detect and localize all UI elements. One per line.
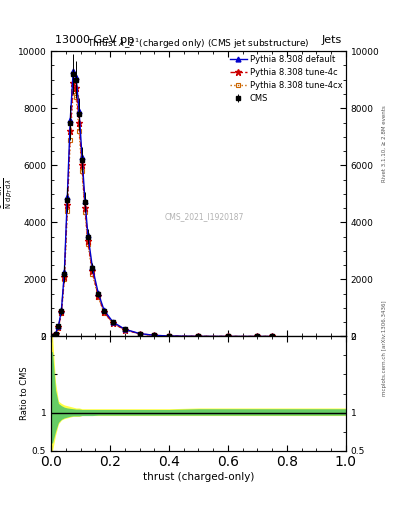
X-axis label: thrust (charged-only): thrust (charged-only)	[143, 472, 254, 482]
Pythia 8.308 tune-4cx	[96, 294, 101, 300]
Pythia 8.308 default	[102, 307, 107, 313]
Pythia 8.308 tune-4c	[152, 332, 156, 338]
Pythia 8.308 tune-4c	[65, 202, 70, 208]
Pythia 8.308 tune-4cx	[68, 137, 73, 143]
Pythia 8.308 tune-4cx	[255, 333, 260, 339]
Pythia 8.308 tune-4cx	[77, 128, 81, 134]
Pythia 8.308 default	[59, 307, 64, 313]
Text: Jets: Jets	[321, 35, 342, 45]
Pythia 8.308 tune-4cx	[102, 310, 107, 316]
Pythia 8.308 tune-4c	[74, 85, 79, 91]
Pythia 8.308 tune-4c	[137, 331, 142, 337]
Pythia 8.308 tune-4c	[167, 333, 171, 339]
Pythia 8.308 default	[68, 117, 73, 123]
Text: 13000 GeV pp: 13000 GeV pp	[55, 35, 134, 45]
Pythia 8.308 default	[74, 74, 79, 80]
Pythia 8.308 tune-4c	[111, 320, 116, 326]
Pythia 8.308 tune-4cx	[56, 325, 61, 331]
Pythia 8.308 tune-4cx	[226, 333, 230, 339]
Pythia 8.308 default	[62, 269, 67, 275]
Pythia 8.308 tune-4cx	[83, 209, 87, 216]
Line: Pythia 8.308 tune-4cx: Pythia 8.308 tune-4cx	[50, 89, 275, 339]
Pythia 8.308 tune-4cx	[50, 333, 55, 339]
Pythia 8.308 tune-4c	[123, 327, 127, 333]
Pythia 8.308 tune-4c	[196, 333, 201, 339]
Pythia 8.308 default	[255, 333, 260, 339]
Pythia 8.308 tune-4c	[53, 331, 58, 337]
Pythia 8.308 tune-4cx	[196, 333, 201, 339]
Pythia 8.308 default	[53, 331, 58, 337]
Title: Thrust $\lambda$_2$^1$(charged only) (CMS jet substructure): Thrust $\lambda$_2$^1$(charged only) (CM…	[87, 37, 310, 51]
Pythia 8.308 tune-4c	[59, 309, 64, 315]
Pythia 8.308 default	[80, 154, 84, 160]
Pythia 8.308 default	[111, 319, 116, 325]
Pythia 8.308 tune-4cx	[53, 331, 58, 337]
Pythia 8.308 tune-4cx	[123, 327, 127, 333]
Pythia 8.308 default	[50, 332, 55, 338]
Pythia 8.308 tune-4cx	[90, 271, 95, 277]
Pythia 8.308 default	[152, 332, 156, 338]
Pythia 8.308 default	[71, 68, 75, 74]
Pythia 8.308 tune-4c	[102, 309, 107, 315]
Pythia 8.308 tune-4cx	[74, 94, 79, 100]
Line: Pythia 8.308 default: Pythia 8.308 default	[50, 69, 275, 339]
Pythia 8.308 tune-4c	[68, 128, 73, 134]
Pythia 8.308 tune-4cx	[65, 208, 70, 214]
Pythia 8.308 default	[167, 333, 171, 339]
Pythia 8.308 tune-4cx	[111, 321, 116, 327]
Pythia 8.308 default	[137, 330, 142, 336]
Pythia 8.308 tune-4c	[96, 293, 101, 299]
Pythia 8.308 tune-4cx	[137, 331, 142, 337]
Pythia 8.308 tune-4c	[90, 268, 95, 274]
Pythia 8.308 tune-4c	[270, 333, 275, 339]
Pythia 8.308 tune-4cx	[167, 333, 171, 339]
Pythia 8.308 default	[56, 323, 61, 329]
Text: CMS_2021_I1920187: CMS_2021_I1920187	[165, 212, 244, 221]
Pythia 8.308 tune-4cx	[80, 168, 84, 174]
Pythia 8.308 default	[86, 232, 90, 238]
Pythia 8.308 default	[96, 290, 101, 296]
Pythia 8.308 tune-4c	[86, 238, 90, 244]
Line: Pythia 8.308 tune-4c: Pythia 8.308 tune-4c	[50, 79, 275, 339]
Pythia 8.308 tune-4c	[71, 79, 75, 86]
Pythia 8.308 default	[90, 264, 95, 270]
Pythia 8.308 default	[196, 333, 201, 339]
Pythia 8.308 tune-4c	[83, 205, 87, 211]
Pythia 8.308 tune-4c	[50, 333, 55, 339]
Pythia 8.308 tune-4cx	[152, 332, 156, 338]
Pythia 8.308 default	[123, 326, 127, 332]
Pythia 8.308 tune-4c	[80, 162, 84, 168]
Pythia 8.308 tune-4c	[255, 333, 260, 339]
Text: Rivet 3.1.10, ≥ 2.8M events: Rivet 3.1.10, ≥ 2.8M events	[382, 105, 387, 182]
Pythia 8.308 tune-4cx	[71, 88, 75, 94]
Pythia 8.308 default	[77, 108, 81, 114]
Pythia 8.308 tune-4cx	[270, 333, 275, 339]
Y-axis label: $\frac{1}{\mathrm{N}}\,\frac{\mathrm{d}N}{\mathrm{d}p_T\,\mathrm{d}\lambda}$: $\frac{1}{\mathrm{N}}\,\frac{\mathrm{d}N…	[0, 178, 15, 209]
Pythia 8.308 tune-4c	[62, 273, 67, 280]
Pythia 8.308 default	[83, 198, 87, 204]
Pythia 8.308 default	[65, 194, 70, 200]
Pythia 8.308 tune-4cx	[86, 241, 90, 247]
Pythia 8.308 default	[270, 333, 275, 339]
Pythia 8.308 tune-4cx	[59, 310, 64, 316]
Pythia 8.308 tune-4c	[56, 324, 61, 330]
Pythia 8.308 tune-4cx	[62, 276, 67, 283]
Pythia 8.308 tune-4c	[77, 119, 81, 125]
Y-axis label: Ratio to CMS: Ratio to CMS	[20, 367, 29, 420]
Text: mcplots.cern.ch [arXiv:1306.3436]: mcplots.cern.ch [arXiv:1306.3436]	[382, 301, 387, 396]
Legend: Pythia 8.308 default, Pythia 8.308 tune-4c, Pythia 8.308 tune-4cx, CMS: Pythia 8.308 default, Pythia 8.308 tune-…	[228, 53, 344, 104]
Pythia 8.308 tune-4c	[226, 333, 230, 339]
Pythia 8.308 default	[226, 333, 230, 339]
